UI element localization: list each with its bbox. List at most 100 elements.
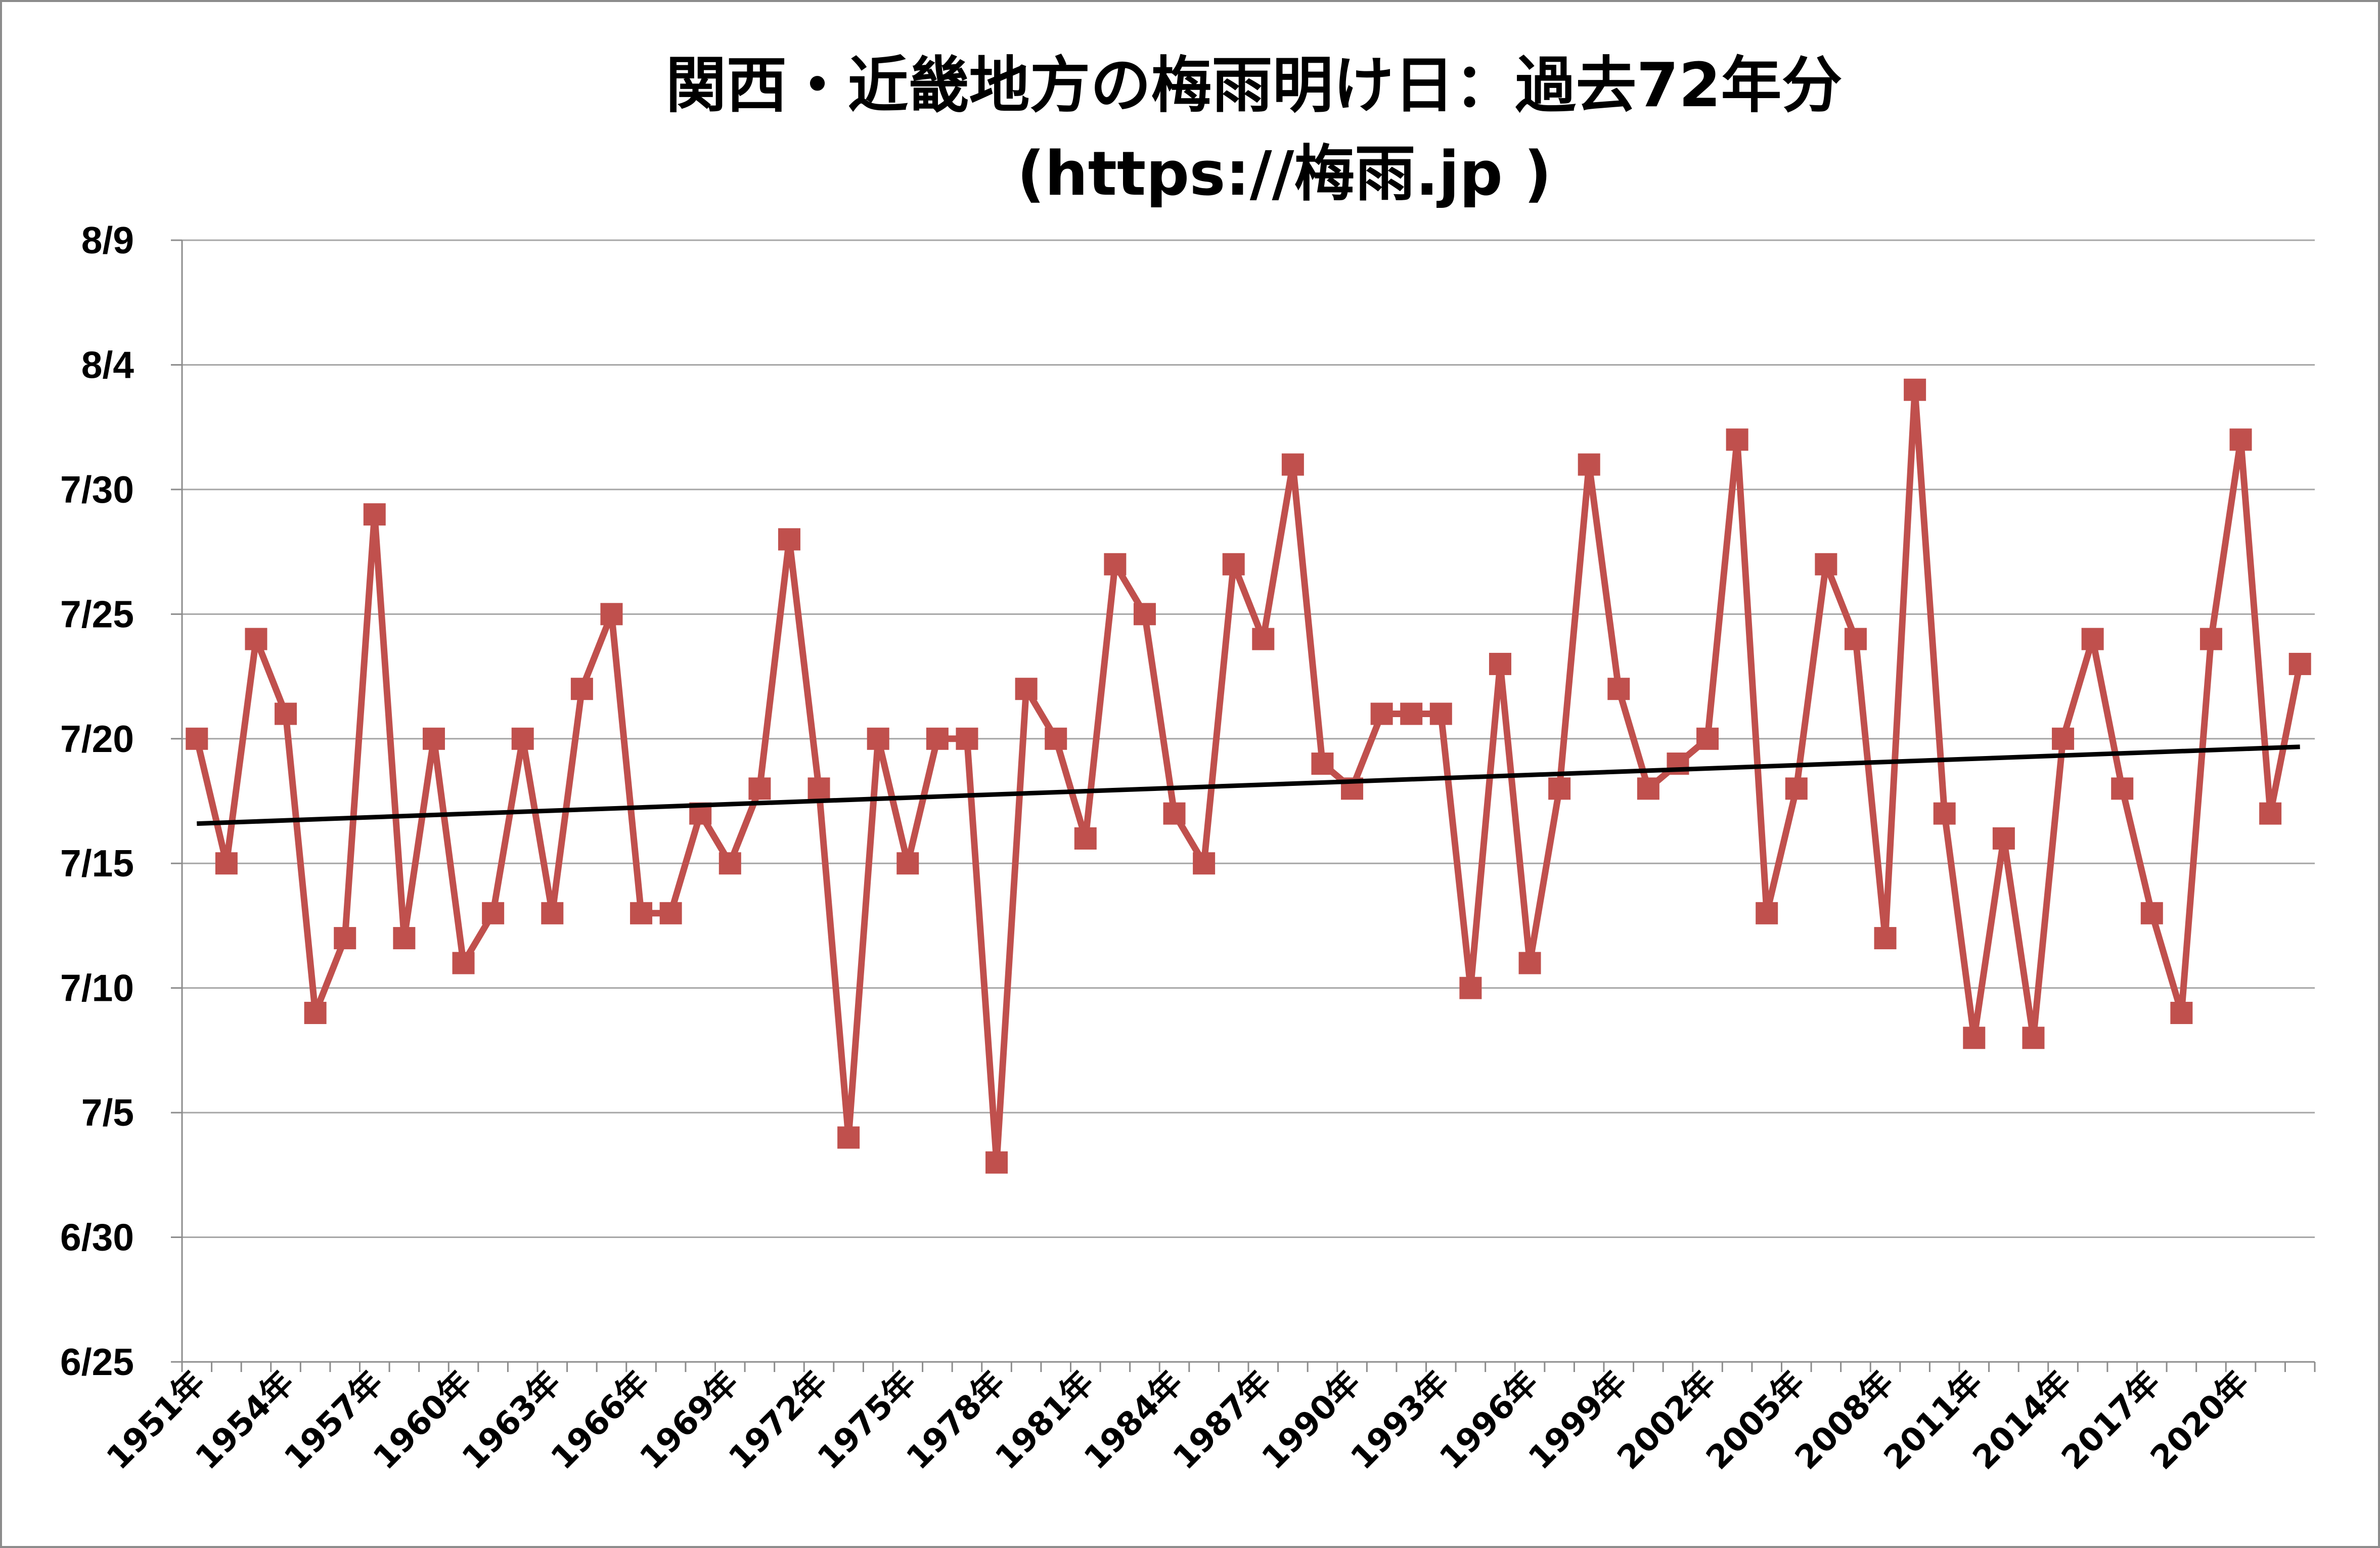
data-point [1074, 827, 1097, 850]
data-point [2140, 902, 2163, 924]
data-point [422, 727, 445, 750]
data-point [719, 852, 741, 875]
data-point [1281, 453, 1304, 476]
x-tick-label: 1972年 [722, 1364, 835, 1477]
data-point [2111, 777, 2134, 800]
data-point [807, 777, 830, 800]
x-tick-label: 2005年 [1699, 1364, 1813, 1477]
trendline [197, 744, 2300, 826]
data-point [2081, 628, 2104, 650]
x-tick-label: 2011年 [1877, 1364, 1990, 1477]
data-point [659, 902, 682, 924]
x-tick-label: 2014年 [1966, 1364, 2079, 1477]
data-point [2022, 1027, 2045, 1049]
y-tick-label: 6/30 [60, 1216, 134, 1259]
data-point [926, 727, 949, 750]
data-point [1045, 727, 1067, 750]
gridlines [182, 239, 2315, 1239]
x-tick-label: 2008年 [1788, 1364, 1901, 1477]
data-point [1133, 603, 1156, 626]
data-point [1726, 428, 1748, 451]
x-tick-label: 2020年 [2143, 1364, 2257, 1477]
data-point [2052, 727, 2075, 750]
data-point [956, 727, 978, 750]
data-point [1222, 553, 1245, 576]
data-point [393, 927, 416, 950]
data-point [215, 852, 238, 875]
data-point [1489, 652, 1511, 675]
y-tick-label: 7/15 [60, 842, 134, 884]
x-tick-label: 2002年 [1610, 1364, 1724, 1477]
data-point [452, 952, 475, 975]
x-tick-label: 1960年 [366, 1364, 479, 1477]
data-point [541, 902, 564, 924]
data-point [1578, 453, 1600, 476]
data-point [2288, 652, 2311, 675]
y-tick-label: 7/10 [60, 967, 134, 1009]
x-tick-label: 1975年 [811, 1364, 924, 1477]
trendline-group [197, 744, 2300, 826]
data-point [511, 727, 534, 750]
x-tick-label: 2017年 [2055, 1364, 2168, 1477]
data-point [2259, 802, 2282, 825]
data-point [1163, 802, 1186, 825]
y-tick-label: 8/4 [81, 343, 134, 386]
x-tick-label: 1999年 [1521, 1364, 1635, 1477]
data-point [1459, 977, 1482, 999]
x-tick-label: 1969年 [633, 1364, 746, 1477]
data-point [630, 902, 653, 924]
data-point [748, 777, 771, 800]
data-point [245, 628, 267, 650]
data-point [867, 727, 889, 750]
data-point [1637, 777, 1659, 800]
x-tick-label: 1981年 [989, 1364, 1102, 1477]
x-tick-label: 1987年 [1166, 1364, 1279, 1477]
data-point [1874, 927, 1897, 950]
data-point [1548, 777, 1571, 800]
data-point [2199, 628, 2222, 650]
y-tick-label: 7/25 [60, 593, 134, 635]
x-tick-label: 1993年 [1344, 1364, 1457, 1477]
y-tick-label: 7/5 [81, 1091, 134, 1134]
data-point [1607, 678, 1630, 700]
data-series [186, 378, 2311, 1174]
x-tick-label: 1957年 [278, 1364, 391, 1477]
data-point [600, 603, 623, 626]
y-tick-label: 8/9 [81, 219, 134, 261]
x-tick-label: 1966年 [544, 1364, 657, 1477]
data-point [1193, 852, 1216, 875]
x-tick-labels: 1951年1954年1957年1960年1963年1966年1969年1972年… [100, 1364, 2257, 1477]
data-point [1963, 1027, 1986, 1049]
data-point [1756, 902, 1778, 924]
data-point [186, 727, 208, 750]
data-point [482, 902, 505, 924]
data-point [896, 852, 919, 875]
data-point [1904, 378, 1926, 401]
data-point [334, 927, 356, 950]
data-point [1933, 802, 1956, 825]
data-point [1992, 827, 2015, 850]
data-point [1815, 553, 1837, 576]
data-point [1400, 702, 1423, 725]
data-point [1429, 702, 1452, 725]
data-point [1518, 952, 1541, 975]
axes [171, 239, 2316, 1372]
y-tick-label: 7/30 [60, 468, 134, 511]
data-point [837, 1126, 860, 1149]
y-tick-label: 6/25 [60, 1341, 134, 1383]
data-point [570, 678, 593, 700]
y-tick-label: 7/20 [60, 718, 134, 760]
x-tick-label: 1996年 [1432, 1364, 1546, 1477]
x-tick-label: 1978年 [900, 1364, 1013, 1477]
chart-title-line2: (https://梅雨.jp ) [1017, 139, 1551, 209]
data-point [275, 702, 297, 725]
data-point [1311, 753, 1334, 775]
y-tick-labels: 6/25 6/30 7/5 7/10 7/15 7/20 7/25 7/30 8/4 8/9 [60, 219, 134, 1383]
data-point [1370, 702, 1393, 725]
data-point [2170, 1001, 2193, 1024]
data-point [1252, 628, 1275, 650]
data-point [1696, 727, 1719, 750]
data-point [1785, 777, 1808, 800]
